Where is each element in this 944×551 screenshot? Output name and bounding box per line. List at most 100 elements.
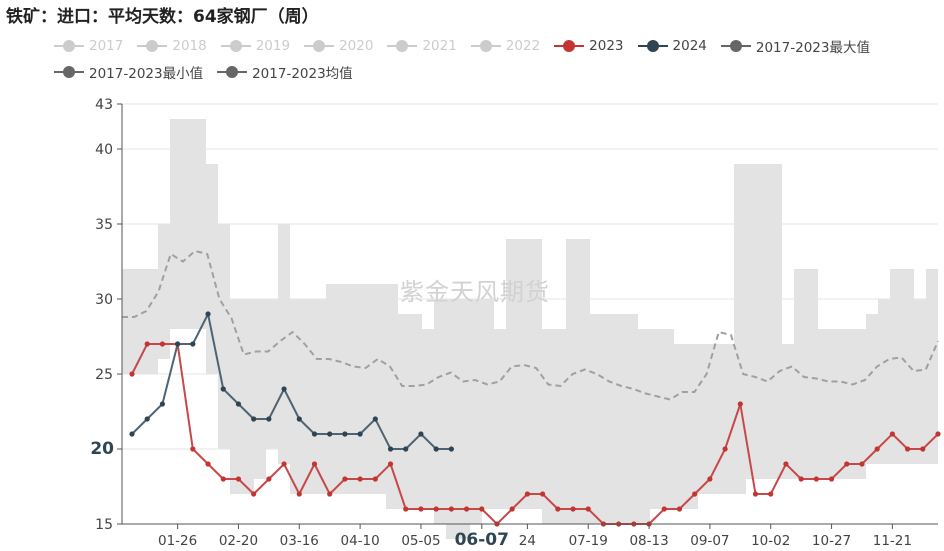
data-point bbox=[722, 446, 728, 452]
x-tick-label: 24 bbox=[519, 533, 536, 549]
legend-label: 2017 bbox=[89, 38, 124, 54]
data-point bbox=[783, 461, 789, 467]
data-point bbox=[266, 476, 272, 482]
legend-marker-icon bbox=[637, 40, 668, 52]
data-point bbox=[372, 416, 378, 422]
data-point bbox=[372, 476, 378, 482]
data-point bbox=[463, 506, 470, 512]
legend-label: 2024 bbox=[672, 38, 707, 54]
data-point bbox=[159, 401, 166, 407]
data-point bbox=[296, 491, 302, 497]
legend-label: 2019 bbox=[255, 38, 291, 54]
data-point bbox=[235, 401, 242, 407]
data-point bbox=[737, 401, 743, 407]
x-tick-label: 04-10 bbox=[340, 533, 379, 549]
legend-marker-icon bbox=[54, 66, 84, 78]
series-2024 bbox=[129, 310, 454, 452]
data-point bbox=[129, 431, 135, 437]
series-2023 bbox=[129, 341, 941, 527]
legend-item-2017-2023最小值[interactable]: 2017-2023最小值 bbox=[54, 62, 203, 82]
data-point bbox=[585, 506, 591, 512]
legend-label: 2017-2023最大值 bbox=[755, 40, 870, 56]
data-point bbox=[661, 506, 667, 512]
data-point bbox=[327, 491, 333, 497]
x-tick-label: 03-16 bbox=[280, 533, 319, 549]
max-min-band bbox=[122, 119, 938, 539]
legend-item-2018[interactable]: 2018 bbox=[137, 38, 207, 54]
x-tick-label: 07-19 bbox=[569, 533, 608, 549]
data-point bbox=[509, 506, 515, 512]
legend-item-2017-2023最大值[interactable]: 2017-2023最大值 bbox=[720, 36, 870, 56]
data-point bbox=[144, 341, 150, 347]
data-point bbox=[540, 491, 546, 497]
data-point bbox=[190, 446, 196, 452]
data-point bbox=[220, 386, 226, 392]
legend-marker-icon bbox=[720, 40, 751, 52]
x-tick-label: 06-07 bbox=[455, 530, 509, 550]
legend-marker-icon bbox=[137, 40, 168, 52]
legend-item-2021[interactable]: 2021 bbox=[387, 38, 457, 54]
data-point bbox=[433, 446, 439, 452]
data-point bbox=[418, 506, 424, 512]
data-point bbox=[296, 416, 302, 422]
legend-label: 2017-2023最小值 bbox=[89, 66, 204, 82]
data-point bbox=[524, 491, 530, 497]
data-point bbox=[403, 506, 409, 512]
legend-row: 2017 2018 2019 2020 2021 2022 2023 2024 2017-202… bbox=[54, 33, 934, 59]
data-point bbox=[175, 341, 181, 347]
data-point bbox=[266, 416, 272, 422]
data-point bbox=[387, 446, 394, 452]
legend-label: 2023 bbox=[589, 38, 624, 54]
y-tick-label: 35 bbox=[95, 217, 113, 233]
series-line bbox=[131, 310, 452, 450]
legend-item-2020[interactable]: 2020 bbox=[304, 38, 373, 54]
legend-marker-icon bbox=[220, 40, 251, 52]
data-point bbox=[342, 476, 348, 482]
y-tick-label: 25 bbox=[95, 367, 113, 383]
data-point bbox=[904, 446, 911, 452]
axes: 15 20 25 30 35 40 43 01-26 02-20 03-16 04-10 05-05 0… bbox=[90, 97, 938, 550]
data-point bbox=[342, 431, 348, 437]
watermark: 紫金天风期货 bbox=[400, 278, 550, 306]
x-tick-label: 01-26 bbox=[158, 533, 197, 549]
data-point bbox=[555, 506, 561, 512]
legend-item-2022[interactable]: 2022 bbox=[470, 38, 541, 54]
legend-marker-icon bbox=[304, 40, 335, 52]
legend-item-2017[interactable]: 2017 bbox=[54, 38, 123, 54]
data-point bbox=[144, 416, 150, 422]
data-point bbox=[828, 476, 835, 482]
data-point bbox=[357, 431, 363, 437]
legend-item-2023[interactable]: 2023 bbox=[554, 38, 624, 54]
x-tick-label: 09-07 bbox=[690, 533, 729, 549]
legend-label: 2022 bbox=[505, 38, 541, 54]
legend-marker-icon bbox=[54, 40, 84, 52]
data-point bbox=[357, 476, 363, 482]
legend-item-2019[interactable]: 2019 bbox=[220, 38, 291, 54]
series-line-mean bbox=[122, 249, 939, 401]
data-point bbox=[570, 506, 576, 512]
x-tick-label: 11-21 bbox=[873, 533, 912, 549]
y-tick-label: 15 bbox=[95, 517, 113, 533]
x-tick-label: 05-05 bbox=[401, 533, 440, 549]
data-point bbox=[752, 491, 759, 497]
data-point bbox=[920, 446, 926, 452]
data-point bbox=[433, 506, 439, 512]
data-point bbox=[190, 341, 196, 347]
y-tick-label: 30 bbox=[95, 292, 113, 308]
legend-marker-icon bbox=[387, 40, 418, 52]
data-point bbox=[889, 431, 895, 437]
legend-marker-icon bbox=[554, 40, 585, 52]
legend-item-2017-2023均值[interactable]: 2017-2023均值 bbox=[217, 62, 353, 82]
legend-item-2024[interactable]: 2024 bbox=[637, 38, 707, 54]
data-point bbox=[281, 461, 287, 467]
data-point bbox=[418, 431, 424, 437]
data-point bbox=[205, 461, 211, 467]
data-point bbox=[220, 476, 226, 482]
data-point bbox=[874, 446, 880, 452]
data-point bbox=[798, 476, 804, 482]
x-tick-label: 10-27 bbox=[812, 533, 851, 549]
chart-title: 铁矿：进口：平均天数：64家钢厂（周） bbox=[6, 7, 319, 27]
legend-label: 2021 bbox=[422, 38, 457, 54]
data-point bbox=[692, 491, 698, 497]
